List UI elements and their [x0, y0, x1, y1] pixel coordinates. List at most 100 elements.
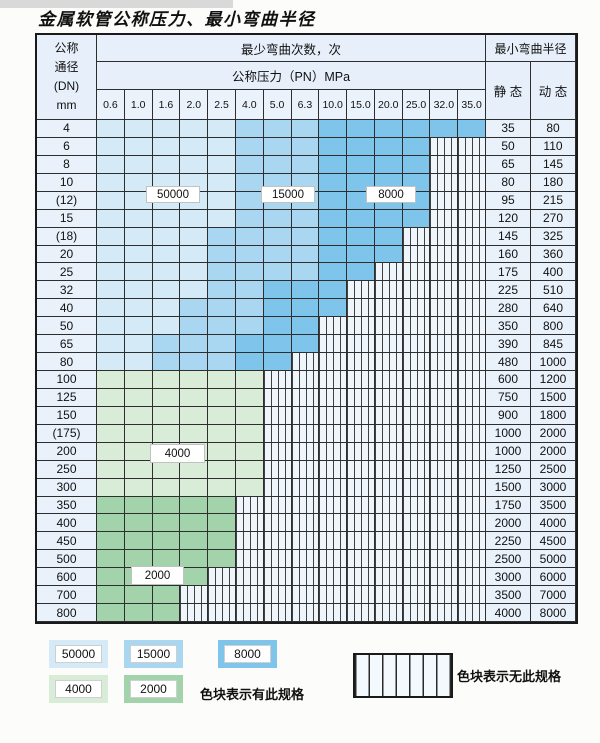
- spec-band-cell: [180, 371, 209, 389]
- spec-band-cell: [180, 388, 209, 407]
- no-spec-cell: [402, 281, 431, 300]
- dn-value: 500: [37, 550, 97, 569]
- dn-value: 250: [37, 460, 97, 479]
- spec-band-cell: [180, 353, 209, 371]
- no-spec-cell: [402, 317, 431, 336]
- dn-value: (175): [37, 424, 97, 443]
- spec-band-cell: [235, 191, 264, 210]
- no-spec-cell: [402, 388, 431, 407]
- legend-swatch: 15000: [124, 640, 183, 668]
- corner-line: (DN): [53, 79, 80, 93]
- spec-band-cell: [208, 478, 236, 497]
- no-spec-cell: [319, 550, 348, 569]
- spec-band-cell: [97, 245, 125, 264]
- spec-band-cell: [208, 335, 236, 354]
- spec-band-cell: [347, 137, 375, 156]
- static-radius-value: 600: [486, 371, 531, 389]
- spec-band-cell: [235, 335, 264, 354]
- spec-band-cell: [124, 245, 153, 264]
- no-spec-cell: [402, 478, 431, 497]
- no-spec-cell: [430, 550, 459, 569]
- pressure-column-header: 2.5: [208, 90, 236, 120]
- spec-band-cell: [208, 263, 236, 282]
- spec-band-cell: [319, 263, 348, 282]
- no-spec-cell: [430, 604, 459, 622]
- spec-band-cell: [235, 371, 264, 389]
- spec-band-cell: [152, 245, 181, 264]
- spec-band-cell: [152, 263, 181, 282]
- spec-band-cell: [97, 227, 125, 246]
- static-radius-value: 2000: [486, 514, 531, 533]
- header-min-bend-radius: 最小弯曲半径: [486, 35, 576, 62]
- spec-band-cell: [152, 460, 181, 479]
- spec-band-cell: [124, 532, 153, 551]
- spec-band-cell: [347, 209, 375, 228]
- no-spec-cell: [430, 209, 459, 228]
- no-spec-cell: [402, 245, 431, 264]
- no-spec-cell: [263, 424, 292, 443]
- spec-band-cell: [152, 299, 181, 318]
- static-radius-value: 280: [486, 299, 531, 318]
- dn-value: 400: [37, 514, 97, 533]
- spec-band-cell: [124, 209, 153, 228]
- spec-band-cell: [97, 371, 125, 389]
- no-spec-cell: [458, 532, 486, 551]
- no-spec-cell: [291, 568, 320, 587]
- no-spec-cell: [402, 514, 431, 533]
- static-radius-value: 95: [486, 191, 531, 210]
- no-spec-cell: [347, 406, 375, 425]
- spec-band-cell: [458, 120, 486, 138]
- spec-band-cell: [152, 209, 181, 228]
- no-spec-cell: [291, 586, 320, 605]
- dn-value: 150: [37, 406, 97, 425]
- spec-band-cell: [152, 388, 181, 407]
- no-spec-cell: [458, 442, 486, 461]
- no-spec-cell: [458, 263, 486, 282]
- legend-swatch-value: 15000: [130, 645, 177, 663]
- spec-band-cell: [208, 532, 236, 551]
- no-spec-cell: [374, 317, 403, 336]
- spec-band-cell: [124, 586, 153, 605]
- dynamic-radius-value: 845: [531, 335, 576, 354]
- no-spec-cell: [347, 460, 375, 479]
- spec-band-cell: [208, 388, 236, 407]
- no-spec-cell: [374, 353, 403, 371]
- no-spec-cell: [347, 568, 375, 587]
- dn-value: 65: [37, 335, 97, 354]
- no-spec-cell: [374, 568, 403, 587]
- no-spec-cell: [430, 442, 459, 461]
- no-spec-cell: [402, 532, 431, 551]
- no-spec-cell: [402, 586, 431, 605]
- spec-band-cell: [402, 137, 431, 156]
- no-spec-cell: [319, 406, 348, 425]
- spec-band-cell: [124, 227, 153, 246]
- no-spec-cell: [430, 532, 459, 551]
- spec-band-cell: [208, 281, 236, 300]
- static-radius-value: 2500: [486, 550, 531, 569]
- spec-band-cell: [124, 424, 153, 443]
- dynamic-radius-value: 640: [531, 299, 576, 318]
- corner-line: mm: [56, 98, 77, 113]
- spec-band-cell: [208, 460, 236, 479]
- no-spec-cell: [430, 388, 459, 407]
- no-spec-cell: [402, 424, 431, 443]
- spec-band-cell: [97, 120, 125, 138]
- spec-band-cell: [97, 263, 125, 282]
- dynamic-radius-value: 4000: [531, 514, 576, 533]
- spec-band-cell: [97, 155, 125, 174]
- corner-line: 通径: [54, 59, 79, 74]
- spec-table: 公称 通径 (DN) mm 最少弯曲次数，次 最小弯曲半径 公称压力（PN）MP…: [35, 33, 578, 624]
- spec-band-cell: [97, 299, 125, 318]
- no-spec-cell: [208, 586, 236, 605]
- dn-value: 700: [37, 586, 97, 605]
- no-spec-cell: [347, 478, 375, 497]
- no-spec-cell: [430, 155, 459, 174]
- spec-band-cell: [263, 353, 292, 371]
- legend-swatch: 50000: [49, 640, 108, 668]
- no-spec-cell: [319, 478, 348, 497]
- spec-band-cell: [97, 586, 125, 605]
- static-radius-value: 80: [486, 173, 531, 192]
- static-radius-value: 390: [486, 335, 531, 354]
- spec-band-cell: [208, 209, 236, 228]
- dynamic-radius-value: 4500: [531, 532, 576, 551]
